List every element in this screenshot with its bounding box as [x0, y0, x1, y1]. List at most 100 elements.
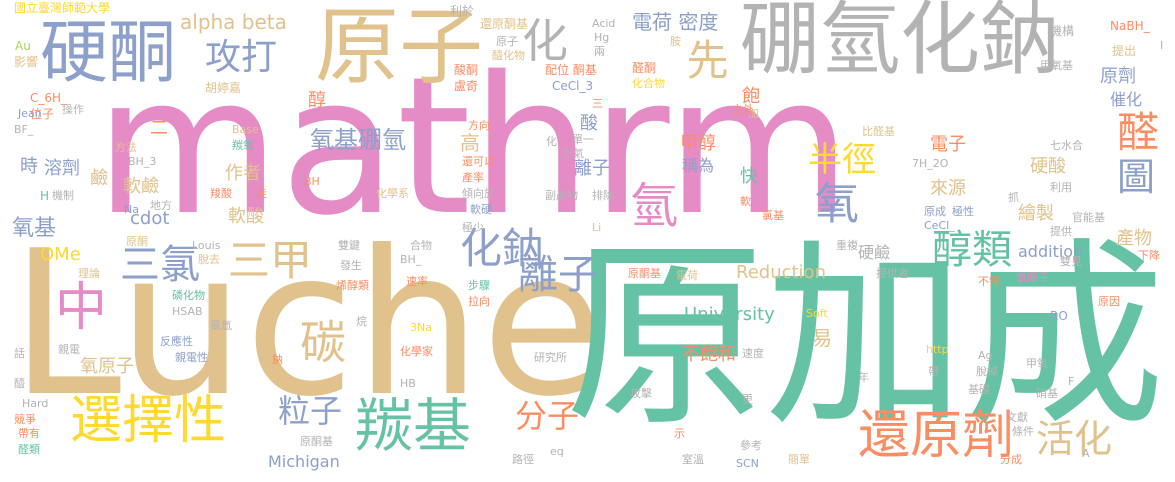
word-ruanying: 軟硬: [470, 204, 492, 215]
word-huohua: 活化: [1036, 420, 1112, 458]
word-daiyou: 帶有: [18, 428, 40, 439]
word-jixing: 極性: [952, 206, 974, 217]
word-qing: 氫: [630, 182, 678, 230]
word-eq: eq: [550, 446, 564, 457]
word-dianzi: 電子: [930, 136, 966, 154]
word-chunlei: 醇類: [932, 230, 1012, 270]
word-yanjiusuo: 研究所: [534, 352, 567, 363]
word-zuozhe: 作者: [225, 165, 261, 183]
word-yi: 易: [812, 328, 832, 348]
word-h: H: [40, 190, 49, 202]
word-dianhe-small: 電荷: [676, 270, 698, 281]
word-zhua: 抓: [1008, 192, 1019, 203]
word-jichu: 基礎: [968, 384, 990, 395]
word-laiyuan: 來源: [930, 180, 966, 198]
word-ruanjian: 軟鹼: [123, 178, 159, 196]
word-kongqi: 空氣: [562, 148, 584, 159]
word-jiachun: 甲醇: [680, 135, 716, 153]
word-lizi-large: 離子: [518, 255, 598, 295]
word-f: F: [1068, 376, 1074, 387]
word-yangyuanzi: 氧原子: [80, 358, 134, 376]
word-yuantongji-gray: 原酮基: [300, 436, 333, 447]
word-cecl3: CeCl_3: [552, 80, 593, 92]
word-hb: HB: [400, 378, 416, 389]
word-hg: Hg: [594, 32, 609, 43]
word-bf: BF_: [14, 124, 33, 135]
word-peiwei-tongji: 配位 酮基: [545, 64, 597, 76]
word-tu: 圖: [1117, 158, 1155, 196]
word-xianhuawu: 醯化物: [492, 50, 525, 61]
word-bh-small: BH_: [400, 254, 421, 265]
word-zhiwai: 之外: [732, 104, 754, 115]
word-tiaojian: 條件: [1012, 426, 1034, 437]
word-yangji-pengqing: 氧基硼氫: [310, 128, 406, 152]
word-caozuo: 操作: [62, 104, 84, 115]
word-hsab: HSAB: [172, 306, 203, 317]
word-a: A: [1082, 448, 1090, 459]
word-bh3: BH_3: [128, 156, 156, 167]
word-gao: 高: [460, 133, 480, 153]
word-jiayang: 甲氧: [1026, 358, 1048, 369]
word-fanyingxing: 反應性: [160, 336, 193, 347]
word-luqi: 盧奇: [454, 80, 478, 92]
word-jean: Jean: [18, 108, 42, 119]
word-fencheng: 分成: [1000, 454, 1022, 465]
word-liyu: 利於: [450, 5, 474, 17]
word-san: 三: [592, 98, 603, 109]
word-bh: BH: [304, 176, 320, 187]
word-yingsuan: 硬酸: [1030, 158, 1066, 176]
word-yingxiang: 影響: [14, 56, 38, 68]
word-buxu: 不需: [978, 276, 1000, 287]
word-chanlv: 產率: [462, 172, 484, 183]
word-shuangjian2: 雙見: [1060, 256, 1082, 267]
word-gongda: 攻打: [205, 40, 277, 76]
word-tan: 碳: [297, 318, 343, 364]
word-jiandan: 簡單: [788, 454, 810, 465]
word-tuodiao: 脫掉: [976, 366, 998, 377]
word-suosuan: 羧酸: [210, 188, 232, 199]
word-reduction: Reduction: [736, 264, 826, 282]
word-difang: 地方: [150, 200, 172, 211]
word-jizhi: 機制: [52, 190, 74, 201]
word-hua: 化: [522, 18, 568, 64]
word-suan: 酸: [580, 115, 598, 133]
word-lizi-small: 離子: [574, 160, 610, 178]
word-li: Li: [592, 222, 601, 233]
word-yuanzi-small: 原子: [496, 36, 518, 47]
word-hewu: 合物: [410, 240, 432, 251]
word-linhuawu: 磷化物: [172, 290, 205, 301]
word-an: 胺: [670, 36, 681, 47]
word-lujing: 路徑: [512, 454, 534, 465]
word-ruansuan: 軟酸: [228, 208, 264, 226]
word-fuchanwu: 副產物: [545, 190, 578, 201]
word-zhong: 中: [55, 282, 107, 334]
word-3na: 3Na: [410, 322, 432, 333]
word-nabh: NaBH_: [1110, 20, 1150, 32]
word-xiajiang: 下降: [1138, 250, 1160, 261]
word-cecl: CeCl_: [924, 220, 955, 231]
word-qishuihe: 七水合: [1050, 140, 1083, 151]
word-cuihua: 催化: [1110, 92, 1142, 108]
word-er: 二: [150, 120, 168, 138]
word-chanwu: 產物: [1116, 230, 1152, 248]
word-hua-speech: 話: [14, 348, 25, 359]
word-huaxuejia: 化學家: [400, 346, 433, 357]
word-shuangjian: 雙鍵: [338, 240, 360, 251]
word-huanyuanji: 還原劑: [858, 410, 1014, 462]
word-dianhe-midu: 電荷 密度: [632, 12, 718, 32]
word-shi: 示: [674, 428, 685, 439]
word-jian: 鹼: [90, 170, 108, 188]
word-i: I: [1160, 40, 1163, 51]
word-xichunlei: 烯醇類: [336, 280, 369, 291]
word-lizi-particle: 粒子: [278, 395, 342, 427]
word-kuai: 快: [740, 168, 758, 186]
word-laxiang: 拉向: [468, 296, 490, 307]
word-rongji: 溶劑: [44, 160, 80, 178]
word-suantong: 酸酮: [454, 64, 478, 76]
word-huahewu-small: 化合物: [632, 78, 665, 89]
word-base: Base: [232, 124, 259, 135]
word-yang: 氧: [810, 180, 854, 224]
word-chongfu: 重複: [836, 240, 858, 251]
word-michigan: Michigan: [268, 454, 340, 470]
